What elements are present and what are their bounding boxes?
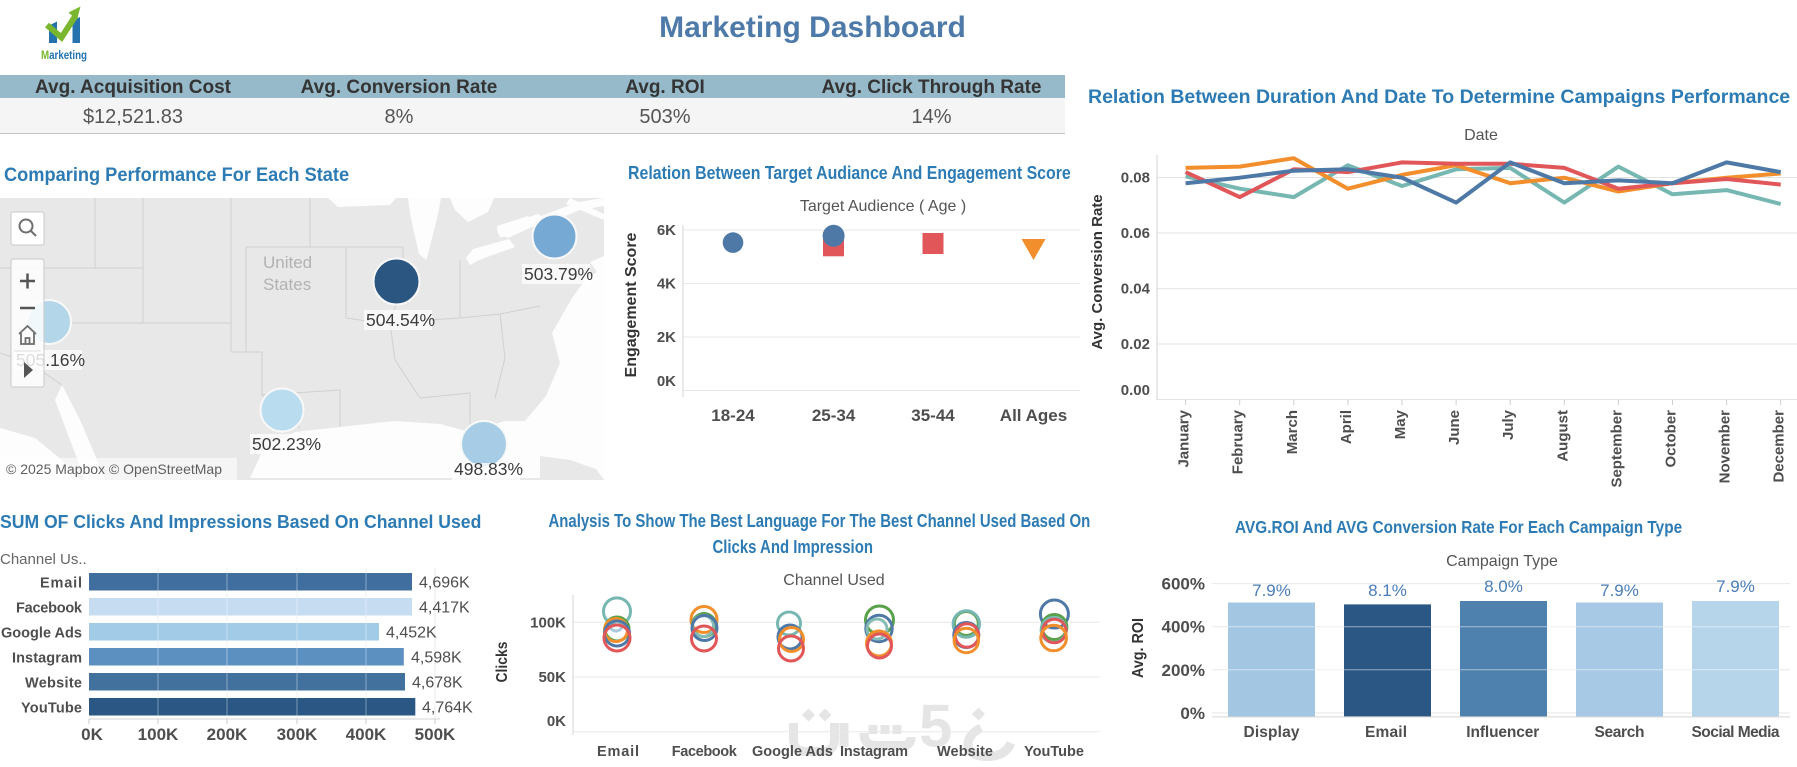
- svg-text:June: June: [1446, 410, 1463, 445]
- svg-text:100K: 100K: [138, 725, 179, 744]
- svg-text:YouTube: YouTube: [21, 701, 82, 717]
- svg-text:Email: Email: [40, 576, 82, 592]
- svg-text:500K: 500K: [415, 725, 456, 744]
- svg-text:0.06: 0.06: [1121, 225, 1150, 242]
- svg-text:200K: 200K: [207, 725, 248, 744]
- svg-text:Social Media: Social Media: [1692, 724, 1780, 741]
- svg-text:February: February: [1230, 409, 1247, 474]
- svg-text:0.08: 0.08: [1121, 170, 1150, 187]
- svg-text:18-24: 18-24: [711, 406, 755, 425]
- svg-text:Google Ads: Google Ads: [752, 744, 833, 760]
- svg-text:Avg. ROI: Avg. ROI: [1130, 618, 1147, 678]
- svg-text:April: April: [1338, 410, 1355, 444]
- svg-text:July: July: [1500, 409, 1517, 440]
- svg-text:4,678K: 4,678K: [412, 675, 463, 692]
- svg-text:Email: Email: [1365, 724, 1407, 741]
- svg-text:Website: Website: [25, 676, 82, 692]
- svg-text:Instagram: Instagram: [12, 651, 82, 667]
- svg-text:0K: 0K: [547, 713, 566, 730]
- svg-text:May: May: [1392, 409, 1409, 439]
- svg-text:Instagram: Instagram: [840, 744, 908, 760]
- svg-text:503.79%: 503.79%: [524, 264, 593, 284]
- svg-text:4,696K: 4,696K: [419, 575, 470, 592]
- svg-text:All Ages: All Ages: [1000, 406, 1067, 425]
- svg-text:200%: 200%: [1162, 661, 1205, 680]
- svg-text:Facebook: Facebook: [16, 601, 83, 617]
- svg-text:Campaign Type: Campaign Type: [1446, 553, 1558, 570]
- svg-text:September: September: [1608, 410, 1625, 488]
- svg-text:0.04: 0.04: [1121, 281, 1151, 298]
- svg-text:0K: 0K: [657, 373, 676, 390]
- svg-text:Target Audience ( Age ): Target Audience ( Age ): [800, 198, 966, 215]
- svg-text:100K: 100K: [530, 614, 566, 631]
- svg-text:0K: 0K: [81, 725, 103, 744]
- svg-text:© 2025 Mapbox © OpenStreetMap: © 2025 Mapbox © OpenStreetMap: [6, 461, 222, 477]
- svg-text:4,764K: 4,764K: [422, 700, 473, 717]
- svg-text:United: United: [263, 253, 312, 272]
- svg-text:Marketing: Marketing: [41, 48, 87, 62]
- svg-text:March: March: [1284, 410, 1301, 454]
- svg-text:8.0%: 8.0%: [1484, 577, 1523, 596]
- svg-text:November: November: [1717, 410, 1734, 484]
- svg-text:October: October: [1663, 410, 1680, 468]
- svg-text:502.23%: 502.23%: [252, 434, 321, 454]
- svg-text:35-44: 35-44: [911, 406, 955, 425]
- svg-text:Avg. Conversion Rate: Avg. Conversion Rate: [1089, 194, 1106, 349]
- svg-text:Date: Date: [1464, 127, 1498, 144]
- svg-text:Influencer: Influencer: [1466, 724, 1539, 741]
- svg-text:August: August: [1554, 410, 1571, 462]
- svg-text:4,452K: 4,452K: [386, 625, 437, 642]
- svg-text:Facebook: Facebook: [672, 744, 738, 760]
- svg-text:2K: 2K: [657, 329, 676, 346]
- svg-text:0.02: 0.02: [1121, 336, 1150, 353]
- svg-text:7.9%: 7.9%: [1252, 581, 1291, 600]
- svg-text:400K: 400K: [346, 725, 387, 744]
- svg-text:0.00: 0.00: [1121, 382, 1150, 399]
- svg-text:4,417K: 4,417K: [419, 600, 470, 617]
- svg-text:5: 5: [919, 700, 952, 760]
- svg-text:Email: Email: [597, 744, 639, 760]
- svg-text:Display: Display: [1244, 724, 1300, 741]
- svg-text:498.83%: 498.83%: [454, 459, 523, 479]
- svg-text:4K: 4K: [657, 276, 676, 293]
- svg-text:400%: 400%: [1162, 618, 1205, 637]
- svg-text:Search: Search: [1595, 724, 1645, 741]
- svg-text:Google Ads: Google Ads: [1, 626, 82, 642]
- svg-text:600%: 600%: [1162, 575, 1205, 594]
- svg-text:0%: 0%: [1180, 704, 1205, 723]
- svg-text:4,598K: 4,598K: [411, 650, 462, 667]
- svg-text:7.9%: 7.9%: [1600, 581, 1639, 600]
- svg-text:6K: 6K: [657, 222, 676, 239]
- svg-text:7.9%: 7.9%: [1716, 577, 1755, 596]
- svg-text:Clicks: Clicks: [494, 642, 511, 683]
- svg-text:States: States: [263, 275, 311, 294]
- svg-text:December: December: [1771, 410, 1788, 483]
- svg-text:Channel Used: Channel Used: [783, 572, 884, 589]
- svg-text:8.1%: 8.1%: [1368, 581, 1407, 600]
- svg-text:YouTube: YouTube: [1024, 744, 1084, 760]
- svg-text:Engagement Score: Engagement Score: [623, 232, 640, 377]
- svg-text:300K: 300K: [277, 725, 318, 744]
- svg-text:50K: 50K: [538, 669, 566, 686]
- svg-text:Website: Website: [937, 744, 993, 760]
- svg-text:January: January: [1176, 409, 1193, 467]
- svg-text:25-34: 25-34: [812, 406, 856, 425]
- svg-text:504.54%: 504.54%: [366, 310, 435, 330]
